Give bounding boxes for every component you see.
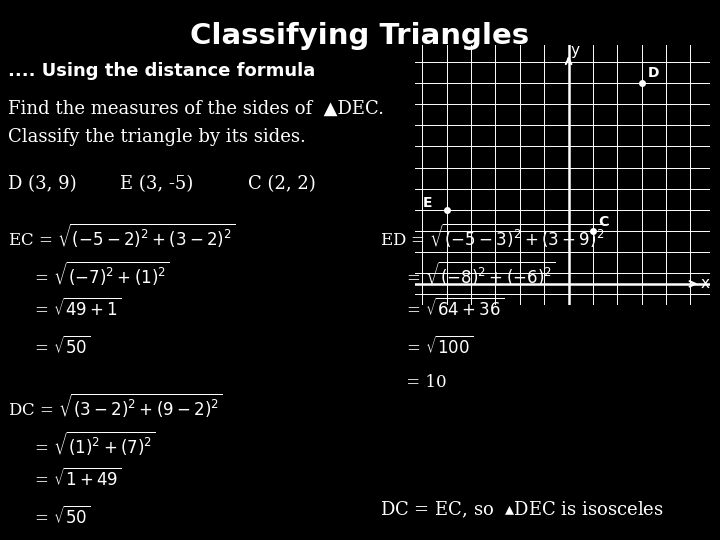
- Text: = $\sqrt{64+36}$: = $\sqrt{64+36}$: [380, 298, 504, 320]
- Text: C: C: [598, 215, 608, 229]
- Text: C (2, 2): C (2, 2): [248, 175, 316, 193]
- Text: .... Using the distance formula: .... Using the distance formula: [8, 62, 315, 80]
- Text: Classify the triangle by its sides.: Classify the triangle by its sides.: [8, 128, 306, 146]
- Text: = $\sqrt{(-7)^2+(1)^2}$: = $\sqrt{(-7)^2+(1)^2}$: [8, 260, 170, 288]
- Text: = $\sqrt{1+49}$: = $\sqrt{1+49}$: [8, 468, 122, 490]
- Text: y: y: [570, 43, 579, 58]
- Text: = $\sqrt{(-8)^2+(-6)^2}$: = $\sqrt{(-8)^2+(-6)^2}$: [380, 260, 556, 288]
- Text: E: E: [423, 196, 432, 210]
- Text: x: x: [701, 276, 710, 292]
- Text: Classifying Triangles: Classifying Triangles: [190, 22, 530, 50]
- Text: EC = $\sqrt{(-5-2)^2+(3-2)^2}$: EC = $\sqrt{(-5-2)^2+(3-2)^2}$: [8, 222, 235, 250]
- Text: = $\sqrt{50}$: = $\sqrt{50}$: [8, 336, 91, 358]
- Text: = $\sqrt{100}$: = $\sqrt{100}$: [380, 336, 473, 358]
- Text: D: D: [648, 66, 660, 80]
- Text: = $\sqrt{(1)^2+(7)^2}$: = $\sqrt{(1)^2+(7)^2}$: [8, 430, 156, 458]
- Text: ED = $\sqrt{(-5-3)^2+(3-9)^2}$: ED = $\sqrt{(-5-3)^2+(3-9)^2}$: [380, 222, 608, 250]
- Text: = 10: = 10: [380, 374, 446, 391]
- Text: = $\sqrt{50}$: = $\sqrt{50}$: [8, 506, 91, 528]
- Text: DC = EC, so  $\blacktriangle$DEC is isosceles: DC = EC, so $\blacktriangle$DEC is isosc…: [380, 500, 664, 520]
- Text: Find the measures of the sides of  ▲DEC.: Find the measures of the sides of ▲DEC.: [8, 100, 384, 118]
- Text: = $\sqrt{49+1}$: = $\sqrt{49+1}$: [8, 298, 122, 320]
- Text: DC = $\sqrt{(3-2)^2+(9-2)^2}$: DC = $\sqrt{(3-2)^2+(9-2)^2}$: [8, 392, 222, 420]
- Text: E (3, -5): E (3, -5): [120, 175, 193, 193]
- Text: D (3, 9): D (3, 9): [8, 175, 76, 193]
